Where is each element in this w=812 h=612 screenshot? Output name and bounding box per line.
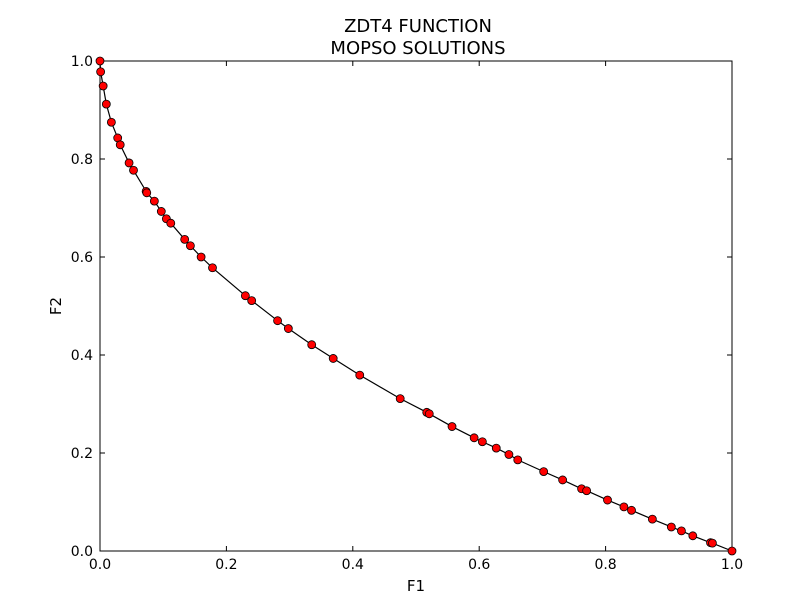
data-point bbox=[504, 450, 514, 459]
chart-title: ZDT4 FUNCTION bbox=[344, 16, 492, 37]
data-point bbox=[647, 514, 657, 524]
y-axis-label: F2 bbox=[47, 297, 65, 315]
data-point bbox=[477, 437, 487, 447]
x-tick-label: 1.0 bbox=[721, 557, 743, 573]
data-point bbox=[355, 370, 365, 380]
data-point bbox=[95, 56, 105, 66]
data-point bbox=[98, 81, 108, 91]
x-tick-label: 0.4 bbox=[342, 557, 364, 573]
data-point bbox=[395, 394, 405, 404]
data-point bbox=[115, 140, 125, 150]
data-point bbox=[619, 502, 629, 512]
data-point bbox=[627, 505, 636, 515]
data-point bbox=[603, 495, 612, 505]
x-tick-label: 0.6 bbox=[468, 557, 490, 573]
data-point bbox=[307, 340, 317, 350]
data-point bbox=[328, 354, 338, 363]
x-tick-label: 0.8 bbox=[594, 557, 616, 573]
axes-frame bbox=[99, 60, 733, 552]
data-point bbox=[727, 546, 737, 556]
data-point bbox=[142, 188, 152, 198]
x-tick-label: 0.0 bbox=[89, 557, 111, 573]
data-point bbox=[247, 296, 257, 306]
data-point bbox=[106, 117, 116, 127]
y-tick-label: 0.2 bbox=[71, 446, 93, 462]
data-point bbox=[283, 324, 293, 333]
data-point bbox=[149, 196, 159, 206]
data-point bbox=[677, 526, 686, 536]
data-point bbox=[491, 443, 501, 453]
data-point bbox=[101, 99, 111, 109]
data-point bbox=[666, 522, 676, 532]
data-point bbox=[185, 241, 195, 251]
y-tick-label: 0.4 bbox=[71, 348, 93, 364]
data-point bbox=[166, 218, 176, 228]
chart-subtitle: MOPSO SOLUTIONS bbox=[330, 38, 505, 59]
x-axis-label: F1 bbox=[407, 577, 425, 595]
x-tick-label: 0.2 bbox=[215, 557, 237, 573]
data-point bbox=[513, 455, 523, 465]
data-point bbox=[208, 263, 217, 273]
data-point bbox=[688, 531, 698, 541]
data-point bbox=[196, 252, 206, 262]
data-point bbox=[582, 486, 592, 496]
data-point bbox=[558, 475, 568, 485]
y-tick-label: 0.0 bbox=[71, 544, 93, 560]
y-tick-label: 1.0 bbox=[71, 54, 93, 70]
data-point bbox=[129, 165, 138, 175]
y-tick-label: 0.6 bbox=[71, 250, 93, 266]
series-line bbox=[99, 60, 733, 552]
data-point bbox=[96, 67, 106, 77]
data-point bbox=[469, 433, 479, 443]
data-point bbox=[424, 409, 434, 419]
data-point bbox=[447, 422, 457, 431]
data-point bbox=[539, 467, 549, 477]
data-point bbox=[708, 538, 717, 548]
y-tick-label: 0.8 bbox=[71, 152, 93, 168]
data-point bbox=[273, 316, 282, 326]
data-point bbox=[240, 291, 250, 301]
data-point bbox=[124, 158, 134, 168]
data-point bbox=[156, 207, 166, 216]
plot-area: 0.0 0.2 0.4 0.6 0.8 1.0 0.0 0.2 0.4 0.6 0.8 1.0 bbox=[71, 54, 743, 573]
data-point bbox=[180, 234, 190, 244]
